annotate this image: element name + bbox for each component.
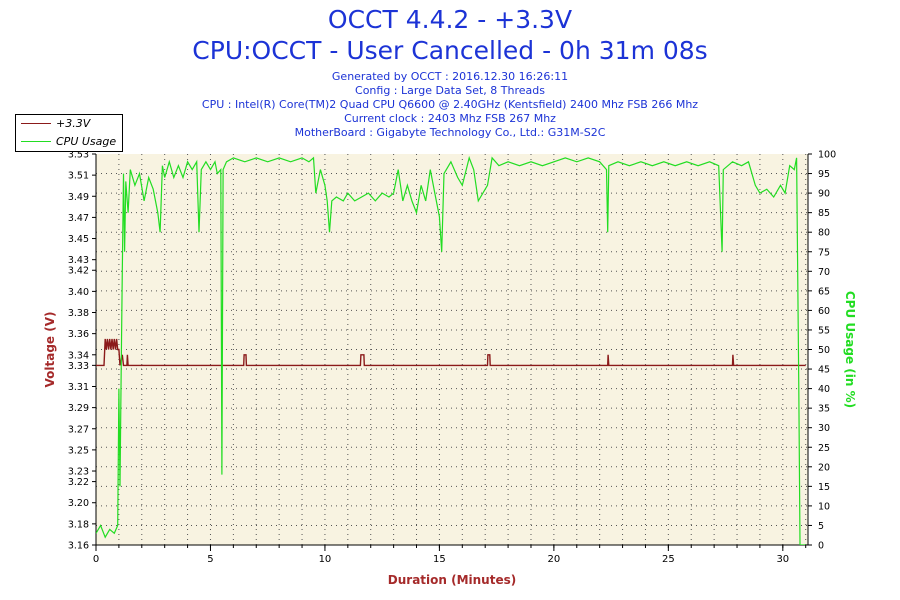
legend-swatch-cpu bbox=[21, 141, 51, 142]
x-tick-label: 20 bbox=[548, 554, 561, 565]
y-axis-label: Voltage (V) bbox=[43, 312, 57, 388]
y2-tick-label: 65 bbox=[818, 286, 830, 297]
y2-tick-label: 0 bbox=[818, 541, 824, 552]
legend-item-voltage: +3.3V bbox=[16, 116, 122, 132]
y2-tick-label: 35 bbox=[818, 404, 830, 415]
y-tick-label: 3.43 bbox=[68, 255, 89, 266]
y2-tick-label: 95 bbox=[818, 169, 830, 180]
grid bbox=[96, 154, 808, 545]
y2-tick-label: 55 bbox=[818, 325, 830, 336]
x-tick-label: 10 bbox=[319, 554, 332, 565]
y-tick-label: 3.42 bbox=[68, 266, 89, 277]
y2-tick-label: 50 bbox=[818, 345, 830, 356]
series-line-cpu-usage bbox=[96, 155, 806, 545]
y-tick-label: 3.33 bbox=[68, 361, 89, 372]
config-info: Config : Large Data Set, 8 Threads bbox=[355, 84, 545, 97]
x-tick-label: 5 bbox=[207, 554, 213, 565]
clock-info: Current clock : 2403 Mhz FSB 267 Mhz bbox=[344, 112, 556, 125]
ticks: 0 5 10 15 20 25 30 3.16 3.18 3.20 3.223.23 3.25 3.27… bbox=[68, 150, 836, 566]
y-tick-label: 3.22 bbox=[68, 477, 89, 488]
legend-label-cpu: CPU Usage bbox=[56, 135, 117, 148]
y2-tick-label: 60 bbox=[818, 306, 830, 317]
y2-tick-label: 20 bbox=[818, 462, 830, 473]
y2-tick-label: 100 bbox=[818, 150, 836, 161]
motherboard-info: MotherBoard : Gigabyte Technology Co., L… bbox=[294, 126, 606, 139]
y-tick-label: 3.53 bbox=[68, 150, 89, 161]
y-tick-label: 3.45 bbox=[68, 234, 89, 245]
series-line-voltage bbox=[96, 338, 806, 367]
y-tick-label: 3.16 bbox=[68, 541, 89, 552]
y2-tick-label: 30 bbox=[818, 423, 830, 434]
y2-tick-label: 85 bbox=[818, 208, 830, 219]
y-tick-label: 3.27 bbox=[68, 424, 89, 435]
y-tick-label: 3.23 bbox=[68, 467, 89, 478]
y2-tick-label: 80 bbox=[818, 228, 830, 239]
y-tick-label: 3.25 bbox=[68, 445, 89, 456]
generated-info: Generated by OCCT : 2016.12.30 16:26:11 bbox=[331, 70, 569, 83]
legend: +3.3V CPU Usage bbox=[15, 114, 123, 152]
y2-tick-label: 10 bbox=[818, 501, 830, 512]
y-tick-label: 3.36 bbox=[68, 329, 89, 340]
y2-tick-label: 70 bbox=[818, 267, 830, 278]
y-tick-label: 3.38 bbox=[68, 308, 89, 319]
y2-tick-label: 90 bbox=[818, 189, 830, 200]
y-tick-label: 3.34 bbox=[68, 350, 89, 361]
series-group bbox=[96, 155, 806, 545]
y-tick-label: 3.40 bbox=[68, 287, 89, 298]
legend-item-cpu: CPU Usage bbox=[16, 134, 122, 150]
legend-swatch-voltage bbox=[21, 123, 51, 124]
y2-tick-label: 40 bbox=[818, 384, 830, 395]
y-tick-label: 3.29 bbox=[68, 403, 89, 414]
legend-label-voltage: +3.3V bbox=[56, 117, 91, 130]
x-tick-label: 25 bbox=[662, 554, 675, 565]
y2-tick-label: 45 bbox=[818, 365, 830, 376]
y-tick-label: 3.20 bbox=[68, 498, 89, 509]
chart-subtitle: CPU:OCCT - User Cancelled - 0h 31m 08s bbox=[192, 36, 708, 65]
x-axis-label: Duration (Minutes) bbox=[388, 573, 516, 587]
chart-title: OCCT 4.4.2 - +3.3V bbox=[327, 5, 573, 34]
y-tick-label: 3.51 bbox=[68, 171, 89, 182]
y-tick-label: 3.47 bbox=[68, 213, 89, 224]
y2-tick-label: 5 bbox=[818, 521, 824, 532]
cpu-info: CPU : Intel(R) Core(TM)2 Quad CPU Q6600 … bbox=[201, 98, 699, 111]
y2-tick-label: 15 bbox=[818, 482, 830, 493]
y2-axis-label: CPU Usage (in %) bbox=[843, 291, 857, 408]
y-tick-label: 3.31 bbox=[68, 382, 89, 393]
y-tick-label: 3.18 bbox=[68, 519, 89, 530]
y2-tick-label: 25 bbox=[818, 443, 830, 454]
x-tick-label: 30 bbox=[776, 554, 789, 565]
y-tick-label: 3.49 bbox=[68, 192, 89, 203]
y2-tick-label: 75 bbox=[818, 247, 830, 258]
x-tick-label: 0 bbox=[93, 554, 99, 565]
x-tick-label: 15 bbox=[433, 554, 446, 565]
